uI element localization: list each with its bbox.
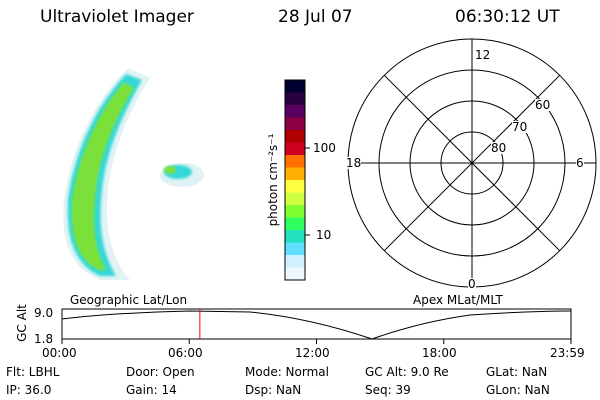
xtick-label-1200: 12:00 <box>295 346 330 360</box>
info-gcalt: GC Alt: 9.0 Re <box>365 365 449 379</box>
colorbar-segment <box>285 117 305 131</box>
date-label: 28 Jul 07 <box>278 7 353 27</box>
colorbar-segment <box>285 92 305 106</box>
time-label: 06:30:12 UT <box>455 7 560 27</box>
colorbar-segment <box>285 205 305 218</box>
info-glat: GLat: NaN <box>486 365 548 379</box>
aurora-blob-green <box>164 166 176 174</box>
colorbar-segment <box>285 130 305 143</box>
colorbar-tick-label-100: 100 <box>313 141 336 155</box>
timeline-ytick-top: 9.0 <box>34 306 54 320</box>
info-seq: Seq: 39 <box>365 383 411 397</box>
info-door: Door: Open <box>126 365 195 379</box>
lat-label-70: 70 <box>512 120 528 134</box>
altitude-curve <box>61 310 572 340</box>
instrument-title: Ultraviolet Imager <box>40 7 194 27</box>
mlt-label-6: 6 <box>576 156 584 170</box>
aurora-green-core <box>71 82 134 270</box>
colorbar-segment <box>285 255 305 268</box>
colorbar-segment <box>285 242 305 256</box>
lat-label-60: 60 <box>535 98 551 112</box>
xtick-label-0600: 06:00 <box>168 346 203 360</box>
timeline-left-title: Geographic Lat/Lon <box>70 293 188 307</box>
polar-diagonal-2 <box>383 74 561 252</box>
colorbar-segment <box>285 142 305 156</box>
colorbar-tick-label-10: 10 <box>316 228 332 242</box>
colorbar-segment <box>285 155 305 168</box>
colorbar-segment <box>285 105 305 118</box>
info-gain: Gain: 14 <box>126 383 177 397</box>
colorbar-segment <box>285 230 305 243</box>
timeline-right-title: Apex MLat/MLT <box>413 293 503 307</box>
colorbar-segment <box>285 80 305 93</box>
xtick-label-1800: 18:00 <box>422 346 457 360</box>
info-filter: Flt: LBHL <box>6 365 60 379</box>
info-dsp: Dsp: NaN <box>245 383 302 397</box>
colorbar-frame <box>284 79 306 281</box>
colorbar-segment <box>285 167 305 181</box>
mlt-label-0: 0 <box>468 277 476 291</box>
mlt-label-12: 12 <box>475 48 491 62</box>
mlt-label-18: 18 <box>346 156 362 170</box>
xtick-label-0000: 00:00 <box>42 346 77 360</box>
xtick-label-2359: 23:59 <box>550 346 585 360</box>
lat-label-80: 80 <box>491 141 507 155</box>
colorbar-segment <box>285 192 305 206</box>
colorbar-segment <box>285 180 305 193</box>
info-glon: GLon: NaN <box>486 383 550 397</box>
info-mode: Mode: Normal <box>245 365 329 379</box>
info-ip: IP: 36.0 <box>6 383 52 397</box>
colorbar-segment <box>285 217 305 231</box>
colorbar-segment <box>285 267 305 281</box>
timeline-ytick-bottom: 1.8 <box>34 332 54 346</box>
